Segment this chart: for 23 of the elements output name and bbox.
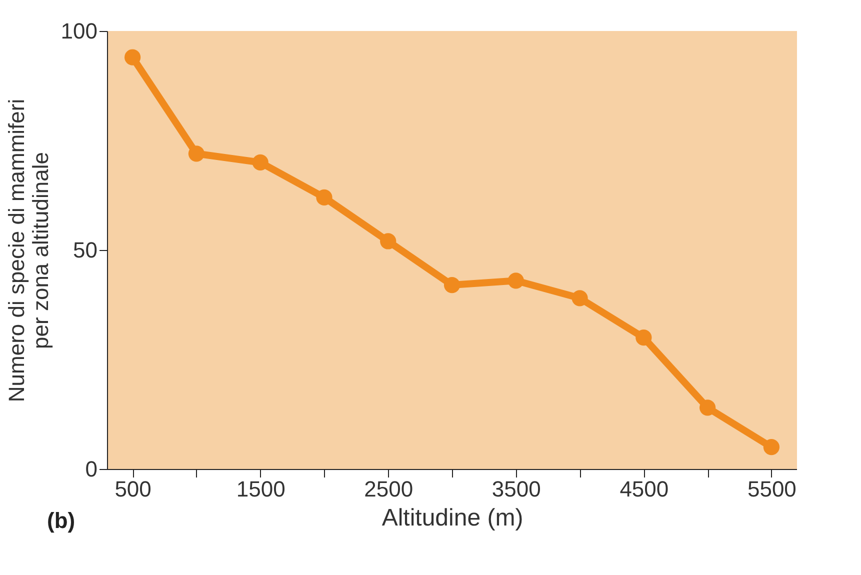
x-tick-label: 5500 [747,476,796,502]
point [444,276,460,294]
point [188,146,205,162]
y-tick-label: 0 [85,456,98,482]
x-tick-label: 3500 [492,476,541,502]
y-tick-label: 50 [73,238,98,262]
point [508,272,524,289]
point [699,400,716,416]
y-tick-label: 100 [60,18,98,44]
point [252,154,268,170]
point [316,189,332,206]
point [380,233,396,250]
x-axis-title: Altitudine (m) [382,504,524,532]
x-tick-label: 4500 [620,476,669,502]
y-axis-title: Numero di specie di mammiferi per zona altitudinale [4,98,53,402]
x-tick-label: 1500 [236,476,286,502]
x-tick-label: 500 [114,476,152,502]
point [763,439,780,456]
point [572,290,588,306]
x-tick-label: 2500 [364,476,414,502]
point [636,330,652,346]
text: (b) [47,508,76,533]
point [124,49,141,66]
